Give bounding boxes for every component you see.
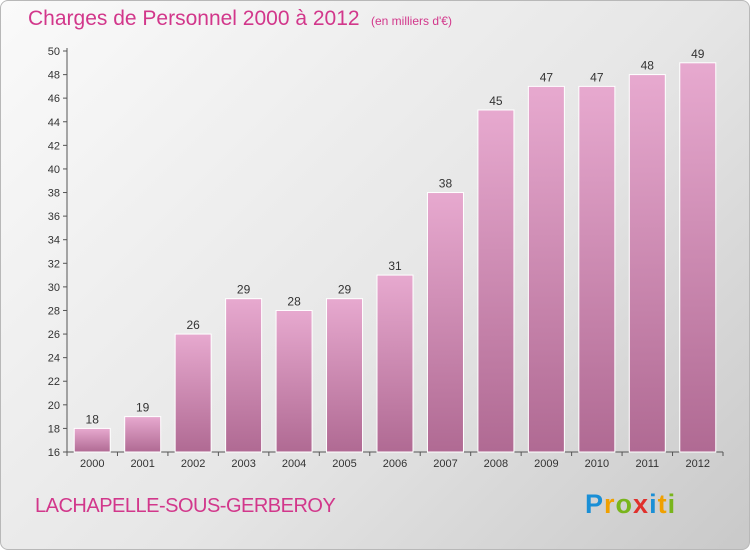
x-tick-label: 2001 (130, 458, 154, 470)
x-tick-label: 2006 (383, 458, 407, 470)
y-tick-label: 18 (48, 423, 60, 435)
y-tick-label: 20 (48, 400, 60, 412)
brand-letter: i (649, 489, 658, 519)
y-tick-label: 42 (48, 140, 60, 152)
bar-value-label: 28 (287, 294, 301, 308)
bar (477, 109, 515, 453)
y-tick-label: 28 (48, 305, 60, 317)
commune-name: LACHAPELLE-SOUS-GERBEROY (35, 495, 336, 517)
y-tick-label: 30 (48, 282, 60, 294)
bar-value-label: 48 (641, 59, 655, 73)
bar (578, 85, 616, 453)
bar-value-label: 38 (439, 177, 453, 191)
brand-letter: o (615, 489, 634, 519)
y-tick-label: 32 (48, 258, 60, 270)
y-tick-label: 24 (48, 353, 60, 365)
brand-letter: r (604, 489, 616, 519)
x-tick-label: 2003 (231, 458, 255, 470)
x-tick-label: 2007 (433, 458, 457, 470)
x-tick-label: 2010 (585, 458, 609, 470)
bar (426, 192, 464, 453)
chart-title: Charges de Personnel 2000 à 2012 (28, 7, 360, 30)
bar-value-label: 47 (540, 70, 554, 84)
x-tick-label: 2012 (686, 458, 710, 470)
bar-value-label: 26 (186, 318, 200, 332)
y-tick-label: 26 (48, 329, 60, 341)
y-tick-label: 22 (48, 376, 60, 388)
bar (527, 85, 565, 453)
brand-letter: P (585, 489, 605, 519)
y-tick-label: 40 (48, 164, 60, 176)
chart-subtitle: (en milliers d'€) (371, 14, 452, 28)
bar (326, 298, 364, 453)
bar (73, 427, 111, 453)
bar-value-label: 45 (489, 94, 503, 108)
bar (174, 333, 212, 453)
x-tick-label: 2005 (332, 458, 356, 470)
bar-value-label: 29 (338, 283, 352, 297)
bar (124, 416, 162, 453)
x-tick-label: 2009 (534, 458, 558, 470)
bar (225, 298, 263, 453)
bar-value-label: 29 (237, 283, 251, 297)
x-tick-label: 2000 (80, 458, 104, 470)
bar (275, 309, 313, 453)
y-tick-label: 34 (48, 235, 60, 247)
bar (628, 74, 666, 453)
brand-letter: i (667, 489, 677, 519)
y-tick-label: 36 (48, 211, 60, 223)
x-tick-label: 2011 (635, 458, 659, 470)
brand-letter: x (633, 489, 650, 519)
bar-value-label: 31 (388, 259, 402, 273)
x-tick-label: 2008 (484, 458, 508, 470)
brand-letter: t (657, 489, 668, 519)
y-tick-label: 44 (48, 117, 60, 129)
y-tick-label: 38 (48, 188, 60, 200)
x-tick-label: 2004 (282, 458, 306, 470)
y-tick-label: 46 (48, 93, 60, 105)
bar (376, 274, 414, 453)
bar-value-label: 18 (86, 412, 100, 426)
y-tick-label: 50 (48, 46, 60, 58)
x-tick-label: 2002 (181, 458, 205, 470)
bar-value-label: 19 (136, 401, 150, 415)
proxiti-logo: Proxiti (585, 489, 676, 520)
bar-value-label: 49 (691, 47, 705, 61)
y-tick-label: 16 (48, 447, 60, 459)
bar (679, 62, 717, 453)
y-tick-label: 48 (48, 70, 60, 82)
bar-value-label: 47 (590, 70, 604, 84)
